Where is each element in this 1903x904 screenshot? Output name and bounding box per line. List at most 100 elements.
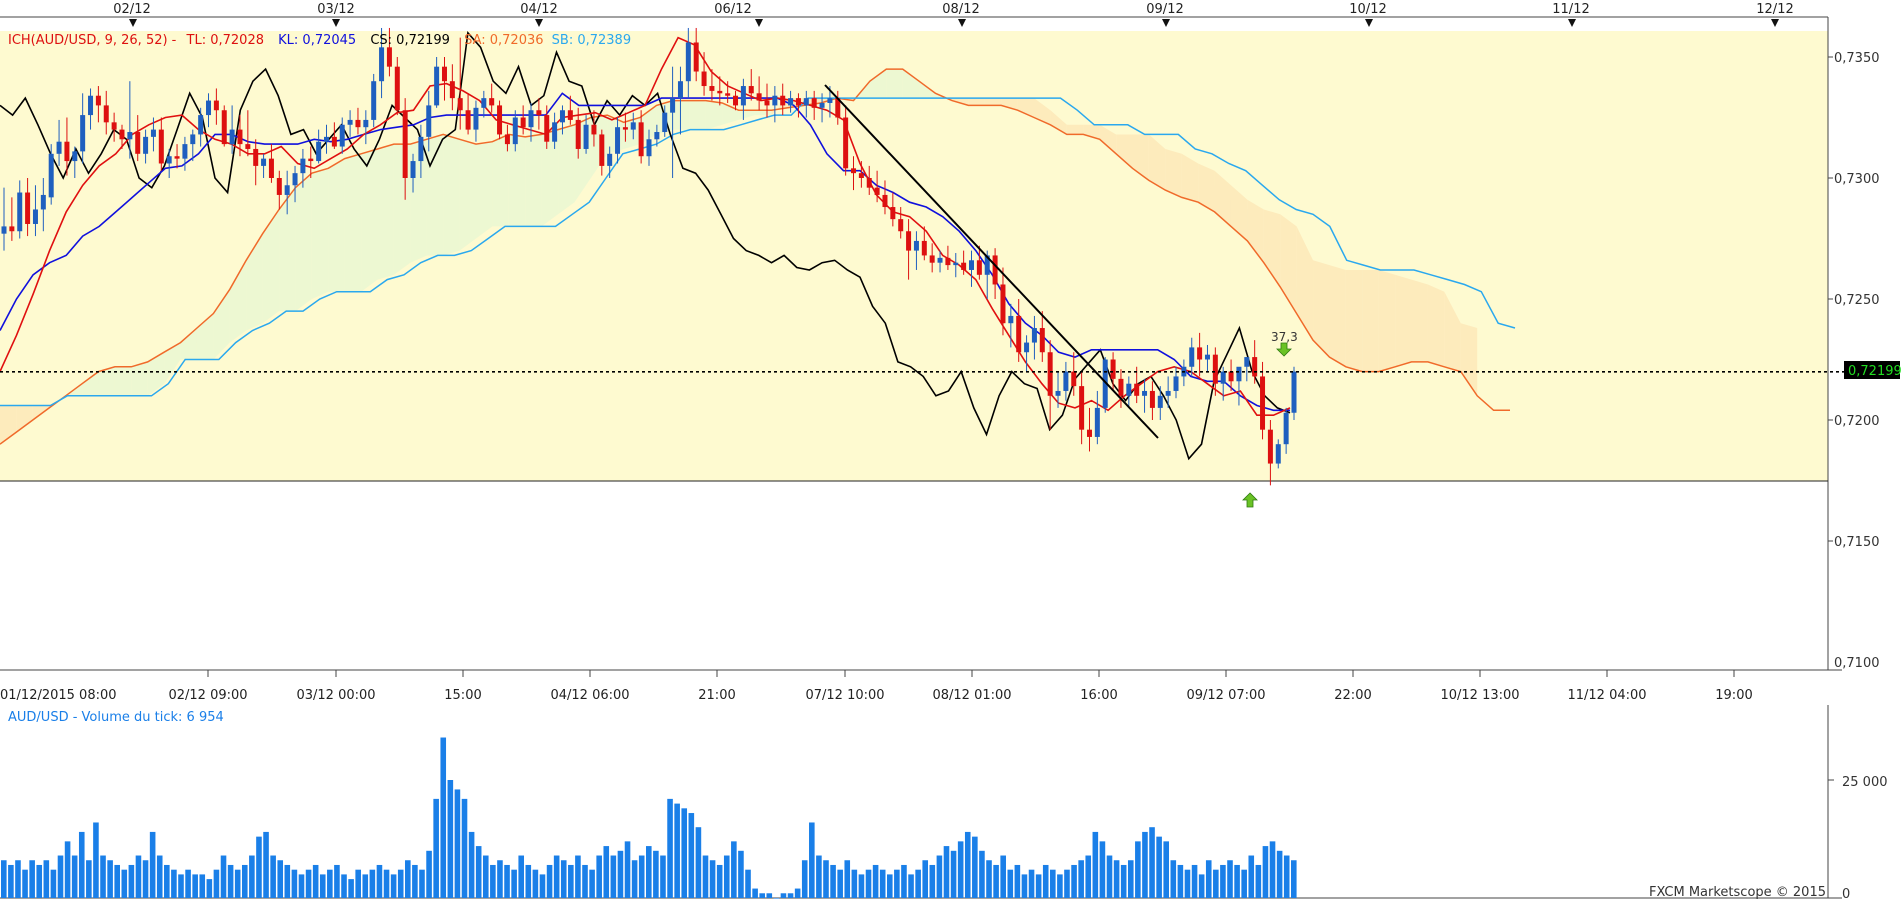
- candle-body: [1157, 395, 1163, 408]
- candle-body: [1165, 390, 1171, 396]
- candle: [1000, 267, 1006, 336]
- volume-bar: [624, 841, 631, 898]
- candle-body: [1189, 347, 1195, 367]
- candle-body: [379, 47, 385, 82]
- candle-body: [434, 66, 440, 106]
- volume-bar: [220, 855, 227, 898]
- candle-body: [363, 119, 369, 128]
- price-tick-label: 0,7100: [1834, 656, 1880, 671]
- volume-bar: [454, 789, 461, 898]
- kumo-segment: [1001, 98, 1018, 111]
- kumo-segment: [1066, 124, 1084, 135]
- candle: [1094, 390, 1100, 445]
- price-tick-label: 0,7200: [1834, 414, 1880, 429]
- candle-body: [772, 95, 778, 106]
- candle-body: [811, 98, 817, 108]
- candle: [1126, 376, 1132, 408]
- volume-bar: [1170, 860, 1177, 898]
- kumo-segment: [1116, 134, 1133, 169]
- volume-bar: [518, 855, 525, 898]
- candle: [906, 219, 912, 280]
- candle-body: [64, 141, 70, 162]
- volume-bar: [128, 864, 135, 898]
- volume-bar: [1269, 841, 1276, 898]
- candle: [324, 124, 329, 154]
- price-tick-label: 0,7150: [1834, 535, 1880, 550]
- candle-body: [9, 226, 15, 232]
- legend-cs: CS: 0,72199: [370, 33, 450, 48]
- candle: [1110, 352, 1116, 391]
- candle: [772, 86, 778, 123]
- volume-bar: [1213, 869, 1219, 898]
- kumo-segment: [738, 110, 755, 120]
- kumo-segment: [902, 69, 920, 99]
- candle: [544, 105, 550, 149]
- kumo-segment: [1362, 269, 1379, 372]
- candle: [622, 112, 628, 142]
- volume-bar: [1007, 869, 1014, 898]
- volume-bar: [1142, 831, 1148, 898]
- kumo-segment: [229, 260, 247, 343]
- time-tick-label: 19:00: [1715, 688, 1752, 703]
- volume-bar: [1057, 874, 1063, 898]
- kumo-segment: [1198, 163, 1215, 212]
- volume-bar: [199, 874, 206, 898]
- candle: [1079, 371, 1085, 445]
- candle: [1197, 332, 1203, 377]
- volume-bar: [8, 864, 14, 898]
- kumo-segment: [344, 153, 362, 292]
- candle-body: [1126, 383, 1132, 396]
- candle-body: [331, 136, 337, 147]
- candle: [481, 90, 487, 118]
- volume-bar: [1042, 864, 1049, 898]
- candle: [945, 245, 951, 270]
- tenkan-sen-line: [0, 36, 1291, 416]
- candle: [182, 136, 188, 171]
- volume-bar: [29, 860, 35, 898]
- candle: [95, 86, 101, 123]
- volume-bar: [121, 869, 128, 898]
- volume-bar: [1177, 864, 1184, 898]
- volume-bar: [107, 860, 113, 898]
- candle: [1275, 439, 1281, 469]
- top-date-label: 11/12: [1552, 2, 1589, 17]
- candle: [937, 250, 943, 273]
- volume-bar: [709, 860, 716, 898]
- time-tick-label: 09/12 07:00: [1186, 688, 1265, 703]
- candle: [874, 170, 880, 203]
- volume-bar: [546, 864, 553, 898]
- candle: [276, 170, 282, 210]
- candle-body: [80, 115, 86, 152]
- kumo-segment: [886, 69, 903, 99]
- candle: [677, 66, 683, 135]
- volume-bar: [1127, 860, 1134, 898]
- volume-bar: [93, 822, 99, 898]
- candle-body: [489, 98, 495, 106]
- volume-bar: [419, 869, 425, 898]
- candle-body: [646, 139, 652, 157]
- volume-bar: [532, 869, 539, 898]
- candle-body: [88, 95, 94, 116]
- candle-body: [253, 148, 259, 166]
- volume-bar: [553, 855, 560, 898]
- candle: [119, 124, 125, 149]
- candle: [198, 107, 204, 147]
- candle-body: [898, 219, 904, 232]
- candle-body: [599, 134, 605, 166]
- candle: [1189, 337, 1195, 377]
- volume-bar: [482, 855, 489, 898]
- candle-body: [1244, 357, 1250, 367]
- volume-bar: [1283, 855, 1290, 898]
- volume-bar: [589, 869, 595, 898]
- kumo-segment: [1017, 98, 1035, 118]
- volume-bar: [759, 893, 765, 898]
- candle-body: [630, 122, 636, 130]
- volume-bar: [511, 869, 517, 898]
- candle-body: [1173, 376, 1179, 391]
- kumo-segment: [180, 328, 197, 360]
- ichimoku-lines: [0, 30, 1516, 461]
- volume-bar: [979, 850, 985, 898]
- volume-bar: [15, 860, 21, 898]
- legend-kl: KL: 0,72045: [278, 33, 356, 48]
- candle: [583, 115, 589, 154]
